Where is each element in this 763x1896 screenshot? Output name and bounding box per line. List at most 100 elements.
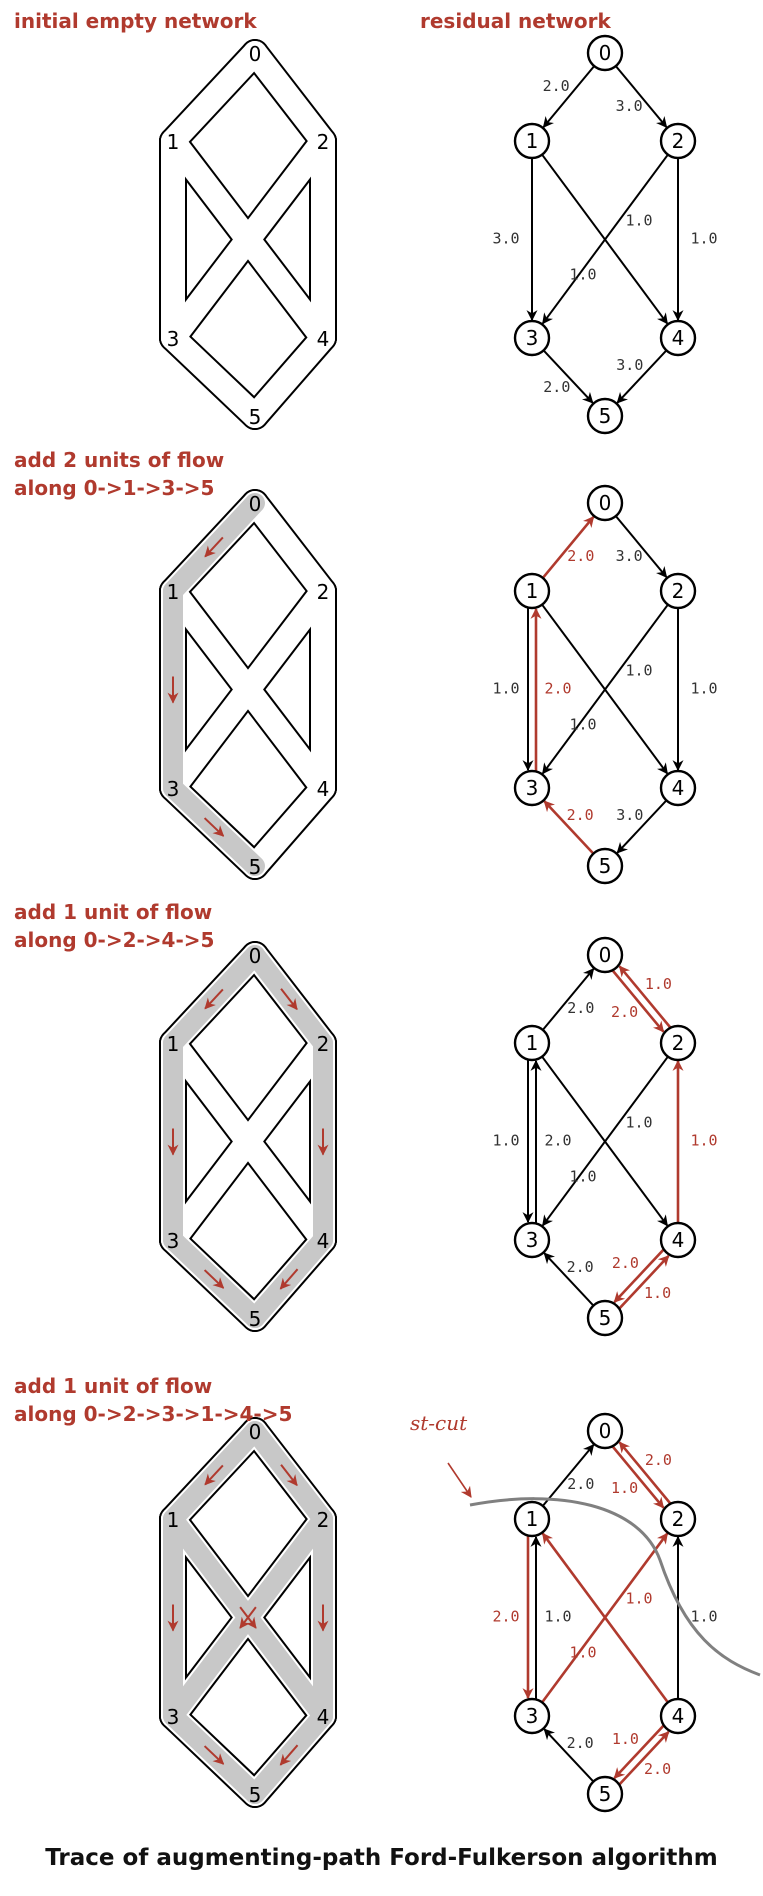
- junction-label-5: 5: [249, 855, 262, 879]
- residual-node-3: [513, 769, 551, 807]
- capacity-label-3-1: 2.0: [544, 1132, 571, 1150]
- residual-node-1: [513, 122, 551, 160]
- st-cut-curve: [469, 1497, 761, 1677]
- capacity-label-2-4: 1.0: [690, 680, 717, 698]
- capacity-label-1-0: 2.0: [567, 547, 594, 565]
- residual-node-2: [659, 122, 697, 160]
- st-cut-annotation: st-cut: [410, 1411, 761, 1677]
- capacity-label-2-0: 2.0: [645, 1451, 672, 1469]
- capacity-label-0-2: 2.0: [611, 1003, 638, 1021]
- residual-edge-2-3: [541, 154, 669, 325]
- residual-edge-2-0: [618, 965, 672, 1029]
- residual-edge-0-2: [611, 969, 665, 1033]
- st-cut-pointer: [447, 1462, 472, 1498]
- junction-label-1: 1: [167, 580, 180, 604]
- residual-node-label-1: 1: [526, 1507, 539, 1531]
- figure-caption: Trace of augmenting-path Ford-Fulkerson …: [45, 1845, 718, 1871]
- residual-node-label-2: 2: [672, 579, 685, 603]
- flow-network-step-2: 0 1 2 3 4 5: [159, 941, 337, 1332]
- residual-node-label-5: 5: [599, 1306, 612, 1330]
- residual-edge-2-0: [618, 1441, 672, 1505]
- residual-node-2: [659, 1500, 697, 1538]
- residual-node-label-4: 4: [672, 776, 685, 800]
- junction-label-2: 2: [317, 1508, 330, 1532]
- capacity-label-1-0: 2.0: [567, 1475, 594, 1493]
- flow-network-step-0: 0 1 2 3 4 5: [159, 39, 337, 430]
- junction-label-3: 3: [167, 777, 180, 801]
- junction-label-2: 2: [317, 580, 330, 604]
- residual-edge-0-2: [615, 65, 668, 128]
- capacity-label-3-2: 1.0: [569, 1644, 596, 1662]
- flow-arrow-0-1: [204, 988, 224, 1010]
- residual-node-0: [586, 936, 624, 974]
- junction-label-2: 2: [317, 1032, 330, 1056]
- residual-edge-3-2: [541, 1532, 669, 1704]
- residual-node-label-0: 0: [599, 943, 612, 967]
- residual-node-label-3: 3: [526, 326, 539, 350]
- residual-edge-1-0: [542, 1444, 595, 1507]
- junction-label-1: 1: [167, 1508, 180, 1532]
- junction-label-4: 4: [317, 1705, 330, 1729]
- junction-label-0: 0: [249, 42, 262, 66]
- residual-node-label-4: 4: [672, 1704, 685, 1728]
- junction-label-3: 3: [167, 1229, 180, 1253]
- residual-node-5: [586, 1299, 624, 1337]
- junction-label-5: 5: [249, 405, 262, 429]
- capacity-label-0-2: 3.0: [616, 97, 643, 115]
- pipe-interior-4-5: [243, 776, 335, 878]
- capacity-label-1-3: 2.0: [492, 1608, 519, 1626]
- capacity-label-4-1: 1.0: [625, 1590, 652, 1608]
- residual-edge-0-2: [615, 515, 668, 578]
- residual-node-label-5: 5: [599, 854, 612, 878]
- junction-label-4: 4: [317, 777, 330, 801]
- residual-network-step-3: 2.0 1.0 2.0 1.0 2.0 1.0 1.0 1.0 2.0 2.0 1.0 0 1 2 3 4 5 s…: [410, 1411, 761, 1813]
- junction-label-0: 0: [249, 1420, 262, 1444]
- capacity-label-3-1: 1.0: [544, 1608, 571, 1626]
- junction-label-1: 1: [167, 1032, 180, 1056]
- residual-edge-5-3: [543, 1252, 595, 1307]
- pipe-interior-2-3: [161, 129, 335, 350]
- junction-label-0: 0: [249, 492, 262, 516]
- residual-node-0: [586, 1412, 624, 1450]
- step-2-heading-line-2: along 0->2->4->5: [14, 928, 215, 952]
- pipe-interior-3-5: [161, 326, 267, 428]
- flow-arrow-3-5: [203, 817, 225, 837]
- residual-node-2: [659, 1024, 697, 1062]
- residual-node-label-0: 0: [599, 41, 612, 65]
- capacity-label-1-3: 3.0: [492, 230, 519, 248]
- st-cut-label: st-cut: [410, 1411, 468, 1435]
- capacity-label-2-0: 1.0: [645, 975, 672, 993]
- residual-edge-2-3: [541, 604, 669, 775]
- capacity-label-1-3: 1.0: [492, 680, 519, 698]
- residual-edge-0-1: [542, 65, 595, 128]
- residual-node-1: [513, 1024, 551, 1062]
- capacity-label-5-3: 2.0: [567, 806, 594, 824]
- residual-edge-1-0: [542, 968, 595, 1031]
- step-3-heading-line-1: add 1 unit of flow: [14, 1374, 213, 1398]
- pipe-interior-0-2: [243, 491, 335, 603]
- pipe-interior-0-2: [243, 41, 335, 153]
- junction-label-4: 4: [317, 327, 330, 351]
- residual-node-4: [659, 769, 697, 807]
- flow-network-step-3: 0 1 2 3 4 5: [159, 1417, 337, 1808]
- capacity-label-3-1: 2.0: [544, 680, 571, 698]
- capacity-label-4-2: 1.0: [690, 1132, 717, 1150]
- step-3-heading-line-2: along 0->2->3->1->4->5: [14, 1402, 293, 1426]
- residual-edge-5-3: [543, 800, 595, 855]
- capacity-label-2-3: 1.0: [569, 1168, 596, 1186]
- residual-node-label-0: 0: [599, 491, 612, 515]
- pipe-interior-0-1: [161, 41, 267, 153]
- flow-arrow-0-2: [280, 988, 298, 1011]
- flow-arrow-0-1: [204, 536, 224, 558]
- capacity-label-0-2: 1.0: [611, 1479, 638, 1497]
- residual-node-0: [586, 34, 624, 72]
- residual-node-label-2: 2: [672, 1507, 685, 1531]
- capacity-label-4-2: 1.0: [690, 1608, 717, 1626]
- residual-network-step-0: 2.0 3.0 3.0 1.0 1.0 1.0 2.0 3.0 0 1 2 3 4 5: [492, 34, 718, 435]
- residual-node-label-1: 1: [526, 579, 539, 603]
- capacity-label-4-5: 3.0: [616, 806, 643, 824]
- residual-edge-4-5: [616, 799, 668, 854]
- capacity-label-1-3: 1.0: [492, 1132, 519, 1150]
- residual-node-label-1: 1: [526, 1031, 539, 1055]
